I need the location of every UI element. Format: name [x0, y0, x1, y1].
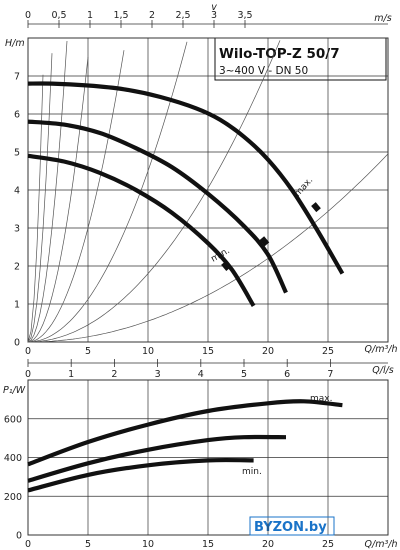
q-axis-label-top: Q/m³/h	[365, 344, 398, 355]
system-curve	[27, 56, 89, 343]
top-y-tick-label: 6	[14, 110, 20, 121]
system-curve	[27, 40, 68, 343]
velocity-tick-label: 2,5	[175, 10, 190, 21]
curve-marker	[221, 261, 231, 271]
q-ls-axis-label: Q/l/s	[372, 365, 394, 376]
top-y-tick-label: 5	[14, 148, 20, 159]
top-y-tick-label: 0	[14, 338, 20, 349]
top-x-tick-label: 0	[25, 346, 31, 357]
ls-tick-label: 7	[327, 369, 333, 380]
system-curve	[27, 41, 188, 343]
bottom-x-tick-label: 20	[262, 539, 274, 550]
top-y-tick-label: 3	[14, 224, 20, 235]
bottom-x-tick-label: 15	[202, 539, 214, 550]
watermark-box	[249, 516, 335, 536]
bottom-x-tick-label: 0	[25, 539, 31, 550]
bottom-y-tick-label: 400	[4, 453, 22, 464]
ls-tick-label: 4	[198, 369, 204, 380]
bottom-y-tick-label: 200	[4, 492, 22, 503]
chart-subtitle: 3~400 V - DN 50	[219, 65, 308, 77]
bottom-x-tick-label: 5	[85, 539, 91, 550]
top-y-tick-label: 2	[14, 262, 20, 273]
head-curve-3	[27, 153, 256, 307]
min-annotation-bottom: min.	[242, 467, 262, 477]
top-y-tick-label: 7	[14, 72, 20, 83]
ls-tick-label: 2	[111, 369, 117, 380]
velocity-tick-label: 3,5	[237, 10, 252, 21]
top-axis-unit: m/s	[374, 13, 391, 24]
top-x-tick-label: 15	[202, 346, 214, 357]
system-curve	[27, 53, 53, 343]
power-curve-1	[27, 399, 343, 467]
watermark-text: BYZON.by	[254, 520, 327, 535]
velocity-tick-label: 3	[211, 10, 217, 21]
system-curve	[28, 153, 389, 343]
top-axis-letter: v	[211, 2, 217, 13]
velocity-tick-label: 0	[25, 10, 31, 21]
bottom-y-tick-label: 0	[16, 531, 22, 542]
bottom-x-tick-label: 10	[142, 539, 154, 550]
system-curve	[27, 74, 44, 343]
ls-tick-label: 0	[25, 369, 31, 380]
top-x-tick-label: 25	[322, 346, 334, 357]
h-axis-label: H/m	[5, 38, 25, 49]
curve-marker	[259, 236, 270, 247]
power-curve-2	[27, 434, 287, 483]
ls-tick-label: 1	[68, 369, 74, 380]
velocity-tick-label: 1	[87, 10, 93, 21]
head-curve-2	[27, 119, 288, 294]
velocity-tick-label: 0,5	[51, 10, 66, 21]
top-x-tick-label: 20	[262, 346, 274, 357]
ls-tick-label: 6	[284, 369, 290, 380]
bottom-y-tick-label: 600	[4, 414, 22, 425]
velocity-tick-label: 2	[149, 10, 155, 21]
top-y-tick-label: 1	[14, 300, 20, 311]
ls-tick-label: 3	[155, 369, 161, 380]
top-y-tick-label: 4	[14, 186, 20, 197]
velocity-tick-label: 1,5	[113, 10, 128, 21]
ls-tick-label: 5	[241, 369, 247, 380]
curve-marker	[311, 202, 321, 213]
chart-title: Wilo-TOP-Z 50/7	[219, 46, 340, 62]
head-curve-1	[27, 81, 345, 275]
title-box	[214, 37, 387, 81]
top-x-tick-label: 10	[142, 346, 154, 357]
bottom-x-tick-label: 25	[322, 539, 334, 550]
system-curve	[27, 50, 125, 343]
power-curve-3	[27, 457, 254, 493]
p-axis-label: P₁/W	[3, 385, 26, 396]
top-x-tick-label: 5	[85, 346, 91, 357]
q-axis-label-bottom: Q/m³/h	[365, 539, 398, 550]
max-annotation-bottom: max.	[310, 394, 332, 404]
